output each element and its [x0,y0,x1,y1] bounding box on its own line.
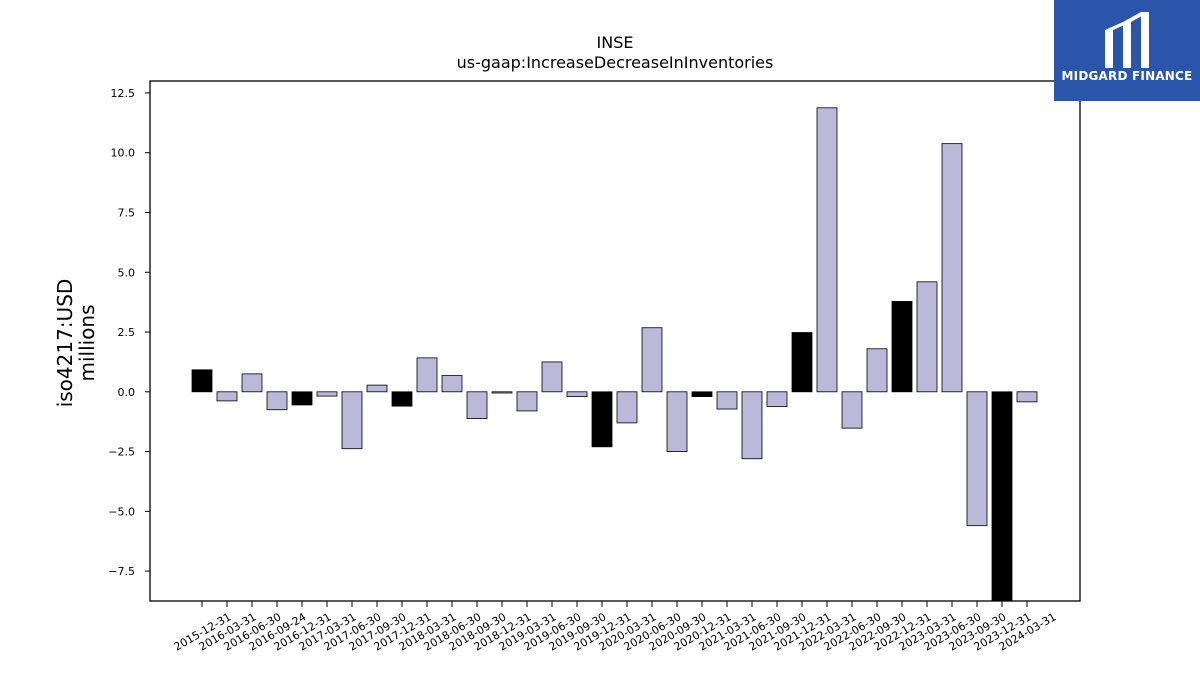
bar-2016-06-30 [241,373,263,393]
bar-2022-09-30 [866,348,888,393]
bar-2018-12-31 [491,391,513,394]
y-axis-label-line2: millions [75,304,99,381]
bar-2021-09-30 [766,391,788,408]
bar-2017-03-31 [316,391,338,397]
y-tick-label: 0.0 [118,386,136,399]
plot-frame [149,80,1081,602]
bar-2018-03-31 [416,357,438,393]
bars-layer [191,107,1038,602]
y-tick-label: −7.5 [108,565,135,578]
bar-2021-12-31 [791,332,813,393]
bar-2020-03-31 [616,391,638,424]
bar-2018-09-30 [466,391,488,419]
y-tick-label: 2.5 [118,326,136,339]
bar-2023-12-31 [991,391,1013,602]
bar-2021-03-31 [716,391,738,410]
bar-2016-09-24 [266,391,288,411]
y-tick-label: 10.0 [111,147,136,160]
y-axis-label-line1: iso4217:USD [53,279,77,408]
bar-2022-06-30 [841,391,863,429]
x-axis: 2015-12-312016-03-312016-06-302016-09-24… [172,601,1059,654]
bar-2022-03-31 [816,107,838,393]
midgard-logo-icon [1105,12,1149,68]
y-tick-label: 5.0 [118,266,136,279]
bar-2019-03-31 [516,391,538,412]
y-axis: 12.5 10.0 7.5 5.0 2.5 0.0 −2.5 −5.0 −7.5 [108,87,150,578]
chart-title: INSE [597,33,634,52]
y-tick-label: 7.5 [118,206,136,219]
bar-2018-06-30 [441,375,463,393]
bar-2017-09-30 [366,384,388,393]
bar-2023-09-30 [966,391,988,527]
y-axis-label: iso4217:USD millions [53,279,99,408]
y-tick-label: −5.0 [108,505,135,518]
brand-name: MIDGARD FINANCE [1061,69,1193,83]
chart-subtitle: us-gaap:IncreaseDecreaseInInventories [457,53,774,72]
bar-2023-06-30 [941,143,963,393]
brand-logo: MIDGARD FINANCE [1054,0,1200,101]
bar-2022-12-31 [891,301,913,393]
bar-2020-09-30 [666,391,688,452]
bar-2019-09-30 [566,391,588,397]
bar-2015-12-31 [191,369,213,393]
bar-2020-12-31 [691,391,713,397]
bar-2016-03-31 [216,391,238,402]
bar-2017-12-31 [391,391,413,407]
bar-2016-12-31 [291,391,313,406]
y-tick-label: −2.5 [108,446,135,459]
bar-2020-06-30 [641,327,663,393]
bar-2021-06-30 [741,391,763,460]
bar-2023-03-31 [916,281,938,393]
bar-2019-06-30 [541,361,563,393]
bar-2019-12-31 [591,391,613,448]
bar-2024-03-31 [1016,391,1038,403]
y-tick-label: 12.5 [111,87,136,100]
bar-2017-06-30 [341,391,363,450]
